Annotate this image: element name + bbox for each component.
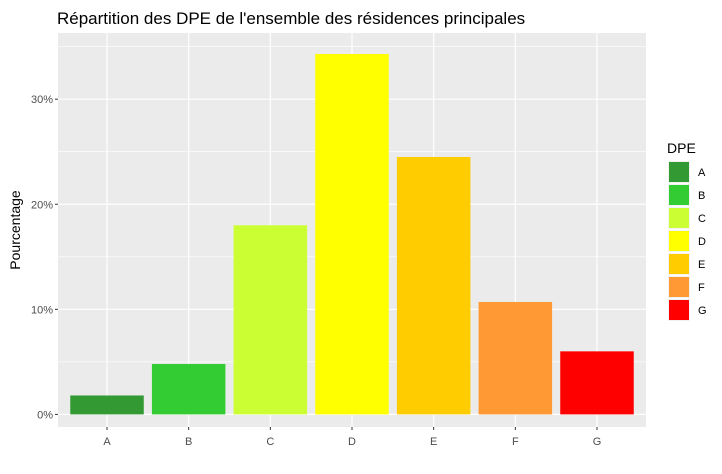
- x-tick-label: C: [266, 436, 274, 448]
- y-tick-label: 20%: [31, 199, 53, 211]
- bar-F: [478, 301, 553, 415]
- bar-E: [396, 156, 471, 415]
- legend-swatch-G: [669, 300, 689, 320]
- legend-swatch-E: [669, 254, 689, 274]
- bar-D: [315, 54, 389, 415]
- x-tick-label: A: [103, 436, 111, 448]
- y-axis-title: Pourcentage: [7, 190, 23, 270]
- y-tick-label: 30%: [31, 94, 53, 106]
- x-axis: A B C D E F G: [103, 427, 601, 448]
- legend-label-C: C: [698, 213, 706, 225]
- y-axis: 0% 10% 20% 30%: [31, 94, 58, 421]
- bar-C: [233, 225, 308, 415]
- legend-title: DPE: [667, 140, 696, 156]
- x-tick-label: B: [185, 436, 192, 448]
- bars: [70, 54, 634, 415]
- y-tick-label: 10%: [31, 304, 53, 316]
- bar-A: [70, 395, 144, 415]
- x-tick-label: D: [348, 436, 356, 448]
- legend-swatch-D: [669, 231, 689, 251]
- legend-label-E: E: [698, 259, 705, 271]
- x-tick-label: F: [512, 436, 519, 448]
- legend-label-A: A: [698, 167, 706, 179]
- legend-swatch-B: [669, 185, 689, 205]
- legend-label-D: D: [698, 236, 706, 248]
- legend-label-F: F: [698, 282, 705, 294]
- x-tick-label: E: [430, 436, 437, 448]
- legend-label-B: B: [698, 190, 705, 202]
- bar-G: [560, 351, 634, 415]
- legend-label-G: G: [698, 305, 707, 317]
- bar-B: [151, 363, 226, 415]
- x-tick-label: G: [593, 436, 602, 448]
- y-tick-label: 0%: [37, 409, 53, 421]
- legend-swatch-C: [669, 208, 689, 228]
- legend-swatch-A: [669, 162, 689, 182]
- legend-swatch-F: [669, 277, 689, 297]
- chart-title: Répartition des DPE de l'ensemble des ré…: [57, 9, 525, 28]
